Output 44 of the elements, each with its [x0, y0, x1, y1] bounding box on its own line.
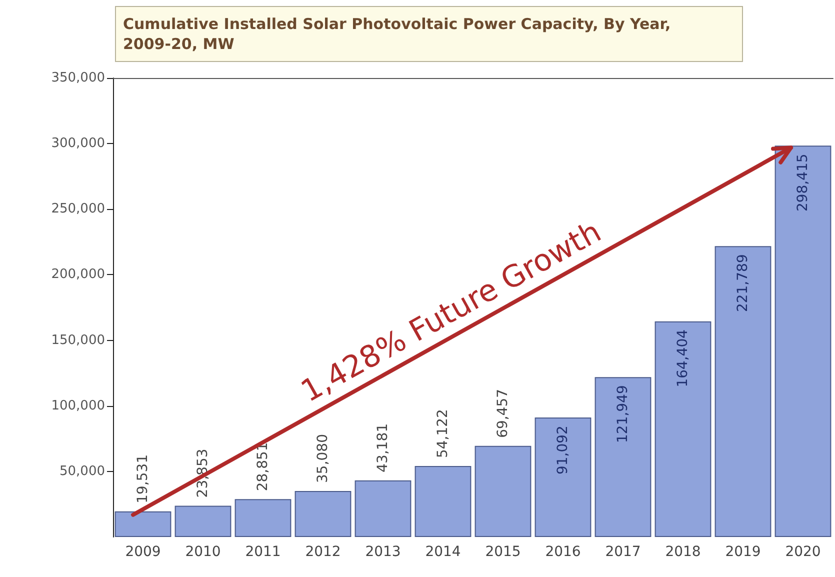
y-tick-label: 350,000 — [51, 70, 105, 86]
x-tick-label: 2015 — [485, 544, 521, 560]
bar — [654, 321, 712, 537]
bar — [534, 418, 592, 537]
bar — [234, 499, 292, 537]
chart-title: Cumulative Installed Solar Photovoltaic Power Capacity, By Year, 2009-20, MW — [123, 15, 676, 53]
bar — [714, 246, 772, 537]
y-tick-label: 250,000 — [51, 202, 105, 217]
data-label: 164,404 — [675, 329, 691, 388]
x-tick-label: 2016 — [545, 544, 581, 560]
x-tick-label: 2011 — [245, 544, 281, 560]
bar — [354, 480, 412, 537]
x-tick-label: 2017 — [605, 544, 641, 560]
x-tick-label: 2013 — [365, 544, 401, 560]
bar — [774, 146, 832, 537]
data-label: 35,080 — [315, 434, 331, 483]
bar — [294, 490, 352, 537]
y-tick-label: 50,000 — [60, 464, 105, 479]
data-label: 54,122 — [435, 409, 451, 458]
data-label: 23,853 — [195, 448, 211, 498]
x-tick-label: 2019 — [725, 544, 761, 560]
y-tick-label: 100,000 — [51, 398, 105, 414]
bar — [594, 377, 652, 537]
y-tick-label: 300,000 — [51, 136, 105, 152]
data-label: 43,181 — [375, 423, 391, 472]
data-label: 69,457 — [495, 388, 511, 438]
data-label: 91,092 — [555, 426, 571, 475]
x-tick-label: 2018 — [665, 544, 701, 560]
x-tick-label: 2010 — [185, 544, 221, 560]
x-tick-label: 2020 — [785, 544, 821, 560]
x-tick-label: 2012 — [305, 544, 341, 560]
bar — [114, 511, 172, 537]
data-label: 298,415 — [795, 154, 811, 212]
x-tick-label: 2009 — [125, 544, 161, 560]
bar — [174, 506, 232, 537]
data-label: 221,789 — [735, 254, 751, 312]
data-label: 121,949 — [615, 385, 631, 443]
data-label: 19,531 — [135, 454, 151, 504]
bar — [474, 446, 532, 537]
x-tick-label: 2014 — [425, 544, 461, 560]
bar — [414, 466, 472, 537]
y-tick-label: 150,000 — [51, 332, 105, 348]
data-label: 28,851 — [255, 442, 271, 492]
y-tick-label: 200,000 — [51, 267, 105, 282]
